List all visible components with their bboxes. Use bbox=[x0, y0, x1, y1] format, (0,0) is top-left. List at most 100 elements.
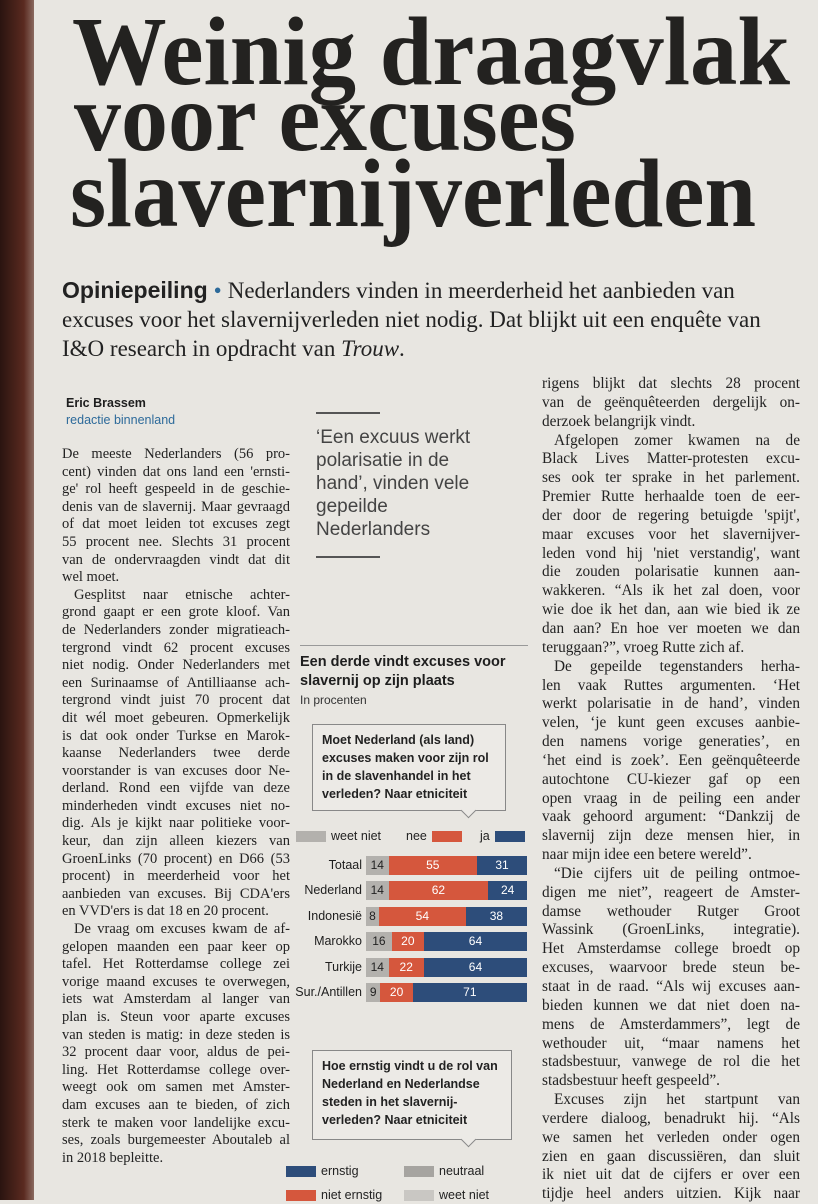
text-line: cent) vinden dat ons land een 'ernsti- bbox=[62, 463, 290, 480]
page-edge bbox=[0, 0, 34, 1200]
data-label: 14 bbox=[370, 883, 384, 898]
pull-quote: ‘Een excuus werkt polarisatie in de hand’,… bbox=[316, 426, 470, 541]
legend-swatch bbox=[286, 1165, 316, 1177]
legend-label: nee bbox=[406, 829, 427, 843]
bar-segment bbox=[366, 881, 389, 901]
text-line: en VVD'ers is dat 18 en 20 procent. bbox=[62, 903, 269, 920]
author: Eric Brassem bbox=[66, 396, 146, 410]
pull-quote-line: gepeilde bbox=[316, 496, 388, 517]
text-line: zien en gaan discussiëren, dan sluit bbox=[542, 1147, 800, 1165]
legend-swatch bbox=[286, 1189, 316, 1201]
text-line: dit wél moet gebeuren. Opmerkelijk bbox=[62, 709, 290, 726]
text-line: ge' rol heeft gespeeld in de geschie- bbox=[62, 481, 290, 498]
chart: Een derde vindt excuses voor slavernij o… bbox=[296, 650, 532, 707]
text-line: damse wethouder Rutger Groot bbox=[542, 902, 800, 920]
legend-label: ja bbox=[480, 829, 490, 843]
text-line: de Nederlanders zonder migratieach- bbox=[62, 621, 290, 638]
text-line: 55 procent nee. Slechts 31 procent bbox=[62, 533, 290, 550]
text-line: ling. Het Rotterdamse college over- bbox=[62, 1061, 290, 1078]
data-label: 22 bbox=[399, 959, 413, 974]
text-line: 32 procent daar voor, aldus de pei- bbox=[62, 1044, 290, 1061]
text-line: keur, dan zijn alleen kiezers van bbox=[62, 833, 290, 850]
text-line: dan aan? En hoe ver moeten we dan bbox=[542, 619, 800, 637]
text-line: len vaak Ruttes argumenten. ‘Het bbox=[542, 676, 800, 694]
text-line: Premier Rutte herhaalde toen de eer- bbox=[542, 488, 800, 506]
text-line: stadsbestuur heeft gespeeld”. bbox=[542, 1072, 720, 1090]
bar-segment bbox=[488, 881, 527, 901]
text-line: leden vond hij 'niet verstandig', want bbox=[542, 544, 800, 562]
text-line: GroenLinks (70 procent) en D66 (53 bbox=[62, 850, 290, 867]
text-line: stadsbestuur, vanwege de rol die het bbox=[542, 1053, 800, 1071]
text-line: verdere dialoog, benadrukt hij. “Als bbox=[542, 1109, 800, 1127]
text-line: De meeste Nederlanders (56 pro- bbox=[62, 446, 290, 462]
data-label: 9 bbox=[369, 985, 377, 999]
bar-segment bbox=[366, 932, 392, 952]
pull-quote-line: polarisatie in de bbox=[316, 450, 450, 471]
chart-title: Een derde vindt excuses voor slavernij o… bbox=[300, 654, 506, 689]
bar-segment bbox=[388, 881, 489, 901]
text-line: is dat ook onder Turkse en Marok- bbox=[62, 727, 290, 744]
text-line: ses, zoals burgemeester Aboutaleb al bbox=[62, 1132, 290, 1149]
data-label: 55 bbox=[426, 858, 440, 872]
text-line: plan is. Steun voor aparte excuses bbox=[62, 1009, 290, 1025]
text-line: velen, ‘je kunt geen excuses aanbie- bbox=[542, 714, 800, 732]
legend-item: niet ernstig bbox=[286, 1188, 382, 1202]
department: redactie binnenland bbox=[66, 413, 176, 427]
bar-segment bbox=[423, 932, 527, 952]
data-label: 14 bbox=[370, 959, 384, 974]
text-column: De meeste Nederlanders (56 pro-cent) vin… bbox=[62, 446, 290, 1167]
text-line: rigens blijkt dat slechts 28 procent bbox=[542, 375, 800, 392]
text-line: autochtone CU-kiezer gaf op een bbox=[542, 770, 800, 788]
legend-item: ja bbox=[480, 829, 525, 843]
bar-segment bbox=[465, 906, 527, 926]
lead-separator: • bbox=[213, 278, 222, 303]
text-line: vorige maand excuses te overwegen, bbox=[62, 973, 290, 990]
text-line: vaak gehoord argument: “Dankzij de bbox=[542, 808, 800, 826]
text-line: excuses, waarvoor brede steun be- bbox=[542, 959, 800, 977]
text-line: Afgelopen zomer kwamen na de bbox=[554, 431, 800, 449]
data-label: 64 bbox=[468, 959, 483, 974]
text-line: procent) in meerderheid voor het bbox=[62, 868, 290, 885]
lead-end: . bbox=[399, 336, 405, 361]
text-line: grond gaapt er een grote kloof. Van bbox=[62, 604, 290, 621]
text-line: wethouder uit, “maar namens het bbox=[542, 1034, 800, 1052]
text-line: naar mijn idee een betere wereld”. bbox=[542, 846, 752, 864]
text-line: bieden kunnen we dat niet doen na- bbox=[542, 996, 800, 1014]
category-label: Marokko bbox=[314, 934, 362, 949]
data-label: 16 bbox=[372, 934, 386, 949]
headline-line: voor excuses bbox=[74, 64, 576, 172]
text-line: tergrond vindt 62 procent excuses bbox=[62, 639, 290, 656]
lead-source: Trouw bbox=[341, 336, 400, 361]
legend-swatch bbox=[404, 1165, 434, 1177]
text-line: tergrond vindt juist 70 procent dat bbox=[62, 692, 290, 709]
text-line: Black Lives Matter-protesten excu- bbox=[542, 450, 800, 468]
bar-segment bbox=[388, 856, 478, 875]
legend-label: neutraal bbox=[439, 1164, 485, 1178]
text-line: den namens vorige generaties’, en bbox=[542, 733, 800, 751]
text-line: ‘het eind is zoek’. Een geënquêteerde bbox=[542, 751, 800, 769]
text-line: weegt ook om samen met Amster- bbox=[62, 1079, 290, 1096]
text-line: Gesplitst naar etnische achter- bbox=[74, 586, 290, 603]
legend-swatch bbox=[404, 1189, 434, 1201]
text-line: open vraag in de peiling een ander bbox=[542, 789, 800, 807]
data-label: 31 bbox=[495, 858, 509, 872]
text-line: in 2018 bepleitte. bbox=[62, 1149, 164, 1166]
pull-quote-line: ‘Een excuus werkt bbox=[316, 427, 471, 448]
box-pointer bbox=[460, 802, 477, 819]
legend-swatch bbox=[494, 830, 525, 842]
byline: Eric Brassem redactie binnenland bbox=[66, 395, 175, 429]
data-label: 20 bbox=[389, 985, 404, 999]
text-line: denis van de slavernij. Maar gevraagd bbox=[62, 498, 290, 515]
text-line: een Surinaamse of Antilliaanse ach- bbox=[62, 674, 290, 691]
text-line: we samen het verleden onder ogen bbox=[542, 1128, 800, 1146]
lead: Opiniepeiling • Nederlanders vinden in mee… bbox=[62, 276, 792, 363]
text-line: niet nodig. Onder Nederlanders met bbox=[62, 657, 290, 674]
text-line: sterk te maken voor landelijke excu- bbox=[62, 1114, 290, 1131]
bar-segment bbox=[423, 957, 527, 977]
chart-subtitle: In procenten bbox=[300, 693, 367, 707]
legend-swatch bbox=[431, 830, 462, 842]
data-label: 54 bbox=[415, 908, 430, 923]
text-line: voorstander is van excuses door Ne- bbox=[62, 762, 290, 779]
pull-quote-line: Nederlanders bbox=[316, 519, 431, 540]
